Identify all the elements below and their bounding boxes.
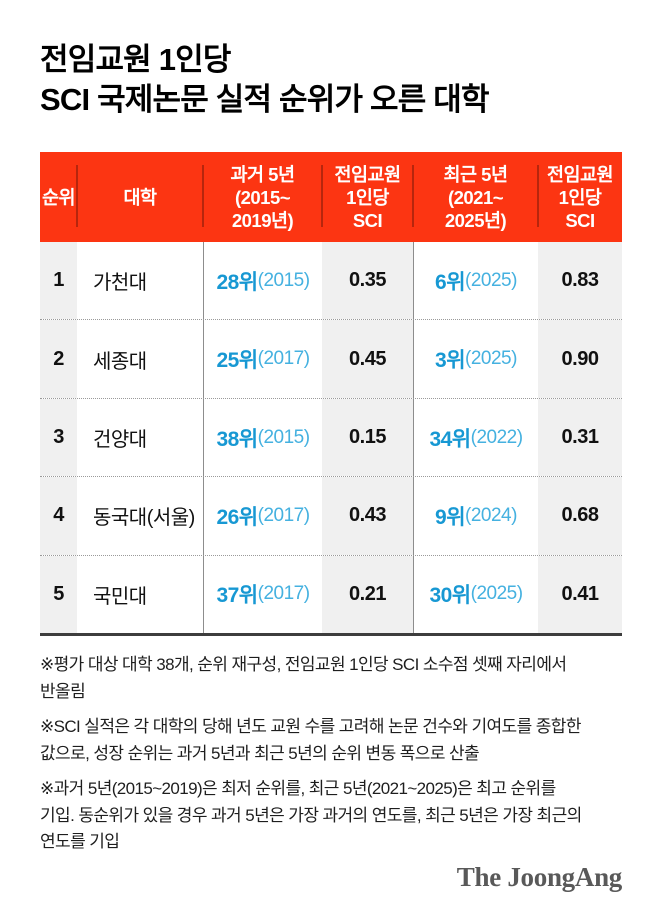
recent-rank-year: (2024) [465, 504, 517, 526]
footnote-2: ※SCI 실적은 각 대학의 당해 년도 교원 수를 고려해 논문 건수와 기여… [40, 717, 581, 763]
page-title-line2: SCI 국제논문 실적 순위가 오른 대학 [40, 82, 490, 117]
table-row: 2 세종대 25위 (2017) 0.45 3위 (2025) 0.90 [40, 319, 622, 398]
table-row: 3 건양대 38위 (2015) 0.15 34위 (2022) 0.31 [40, 397, 622, 477]
ranking-table: 순위 대학 과거 5년 (2015~ 2019년) 전임교원 1인당 SCI 최… [40, 152, 622, 636]
past-sci-cell: 0.15 [322, 398, 413, 477]
table-row: 5 국민대 37위 (2017) 0.21 30위 (2025) 0.41 [40, 554, 622, 634]
recent-sci-cell: 0.83 [538, 242, 622, 320]
rank-cell: 5 [40, 555, 77, 634]
footnote-3: ※과거 5년(2015~2019)은 최저 순위를, 최근 5년(2021~20… [40, 779, 582, 851]
past-rank-cell: 26위 (2017) [203, 477, 322, 555]
recent-sci-cell: 0.31 [538, 398, 622, 477]
university-cell: 건양대 [93, 429, 147, 452]
recent-rank-value: 34위 [429, 427, 471, 451]
recent-sci-cell: 0.90 [538, 320, 622, 398]
rank-cell: 1 [40, 242, 77, 320]
header-past-period: 과거 5년 (2015~ 2019년) [202, 152, 322, 242]
recent-rank-value: 6위 [435, 270, 466, 294]
past-sci-cell: 0.35 [322, 242, 413, 320]
recent-sci-cell: 0.68 [538, 477, 622, 555]
header-recent-period: 최근 5년 (2021~ 2025년) [412, 152, 538, 242]
past-rank-value: 26위 [216, 505, 258, 529]
past-rank-cell: 38위 (2015) [203, 398, 322, 477]
recent-rank-value: 3위 [435, 349, 466, 373]
university-cell: 가천대 [93, 272, 147, 295]
recent-sci-cell: 0.41 [538, 555, 622, 634]
past-rank-year: (2015) [257, 269, 310, 291]
recent-rank-value: 30위 [429, 584, 471, 608]
rank-cell: 2 [40, 320, 77, 398]
table-row: 1 가천대 28위 (2015) 0.35 6위 (2025) 0.83 [40, 242, 622, 320]
header-past-sci: 전임교원 1인당 SCI [321, 152, 413, 242]
header-rank: 순위 [41, 186, 76, 208]
past-rank-value: 25위 [216, 349, 258, 373]
past-rank-cell: 25위 (2017) [203, 320, 322, 398]
past-rank-value: 37위 [216, 584, 258, 608]
past-rank-value: 38위 [216, 427, 258, 451]
recent-rank-year: (2025) [465, 348, 517, 370]
table-row: 4 동국대(서울) 26위 (2017) 0.43 9위 (2024) 0.68 [40, 476, 622, 555]
page-title: 전임교원 1인당 SCI 국제논문 실적 순위가 오른 대학 [40, 40, 630, 120]
joongang-logo: The JoongAng [456, 862, 623, 892]
past-rank-year: (2017) [257, 504, 310, 526]
past-sci-cell: 0.43 [322, 477, 413, 555]
recent-rank-cell: 3위 (2025) [413, 320, 538, 398]
recent-rank-cell: 30위 (2025) [413, 555, 538, 634]
header-recent-sci: 전임교원 1인당 SCI [537, 152, 622, 242]
rank-cell: 3 [40, 398, 77, 477]
university-cell: 세종대 [93, 350, 147, 373]
page-title-line1: 전임교원 1인당 [40, 42, 231, 77]
recent-rank-cell: 6위 (2025) [413, 242, 538, 320]
recent-rank-year: (2025) [465, 269, 517, 291]
university-cell: 동국대(서울) [93, 507, 195, 530]
recent-rank-year: (2022) [470, 426, 523, 448]
past-rank-year: (2017) [257, 348, 310, 370]
rank-cell: 4 [40, 477, 77, 555]
recent-rank-value: 9위 [435, 505, 466, 529]
recent-rank-cell: 9위 (2024) [413, 477, 538, 555]
past-sci-cell: 0.21 [322, 555, 413, 634]
table-header: 순위 대학 과거 5년 (2015~ 2019년) 전임교원 1인당 SCI 최… [40, 152, 622, 242]
footnotes: ※평가 대상 대학 38개, 순위 재구성, 전임교원 1인당 SCI 소수점 … [40, 652, 626, 865]
recent-rank-year: (2025) [470, 583, 523, 605]
past-rank-value: 28위 [216, 270, 258, 294]
university-cell: 국민대 [93, 585, 147, 608]
past-rank-cell: 37위 (2017) [203, 555, 322, 634]
past-rank-year: (2017) [257, 583, 310, 605]
header-university: 대학 [76, 152, 203, 242]
past-rank-cell: 28위 (2015) [203, 242, 322, 320]
past-rank-year: (2015) [257, 426, 310, 448]
past-sci-cell: 0.45 [322, 320, 413, 398]
footnote-1: ※평가 대상 대학 38개, 순위 재구성, 전임교원 1인당 SCI 소수점 … [40, 655, 567, 701]
recent-rank-cell: 34위 (2022) [413, 398, 538, 477]
